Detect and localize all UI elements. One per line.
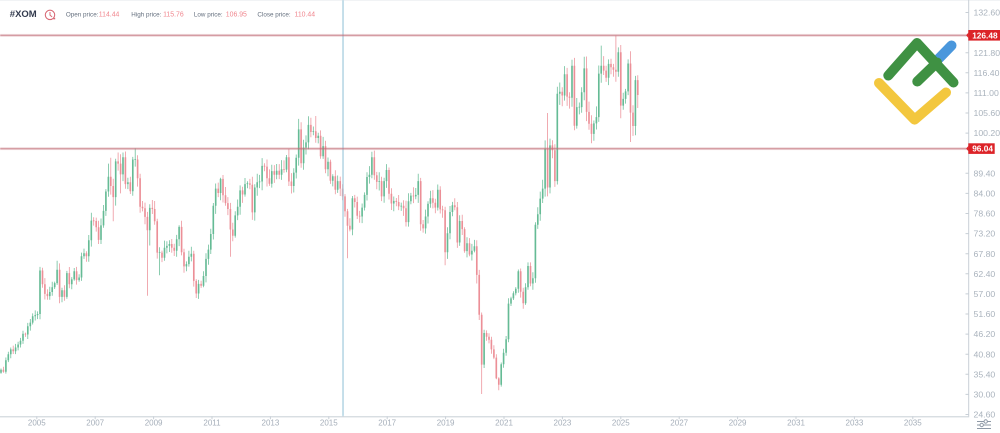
svg-text:96.04: 96.04 [972,144,993,154]
svg-text:2017: 2017 [378,418,396,427]
svg-text:2031: 2031 [787,418,805,427]
svg-text:30.00: 30.00 [974,390,996,400]
svg-text:2033: 2033 [846,418,864,427]
svg-text:62.40: 62.40 [974,269,996,279]
svg-text:2015: 2015 [320,418,338,427]
svg-text:2035: 2035 [904,418,922,427]
svg-text:100.20: 100.20 [974,128,1000,138]
svg-text:40.80: 40.80 [974,349,996,359]
svg-text:121.80: 121.80 [974,48,1000,58]
svg-text:67.80: 67.80 [974,249,996,259]
svg-text:73.20: 73.20 [974,229,996,239]
svg-text:84.00: 84.00 [974,189,996,199]
svg-text:High price:: High price: [131,11,161,18]
svg-text:2007: 2007 [86,418,104,427]
svg-text:#XOM: #XOM [10,9,37,20]
svg-text:110.44: 110.44 [295,11,316,18]
svg-text:Close price:: Close price: [257,11,290,18]
svg-text:2025: 2025 [612,418,630,427]
svg-text:114.44: 114.44 [99,11,120,18]
svg-text:105.60: 105.60 [974,108,1000,118]
svg-text:89.40: 89.40 [974,168,996,178]
svg-text:2027: 2027 [670,418,688,427]
svg-text:57.00: 57.00 [974,289,996,299]
svg-text:Open price:: Open price: [66,11,99,18]
svg-text:115.76: 115.76 [163,11,184,18]
svg-text:2005: 2005 [28,418,46,427]
svg-text:2013: 2013 [262,418,280,427]
svg-text:2011: 2011 [203,418,221,427]
svg-text:116.40: 116.40 [974,68,1000,78]
svg-text:78.60: 78.60 [974,209,996,219]
svg-text:2019: 2019 [437,418,455,427]
svg-text:111.00: 111.00 [974,88,999,98]
svg-text:35.40: 35.40 [974,369,996,379]
svg-text:51.60: 51.60 [974,309,996,319]
svg-text:106.95: 106.95 [226,11,247,18]
svg-text:2009: 2009 [145,418,163,427]
svg-text:2021: 2021 [495,418,513,427]
svg-text:132.60: 132.60 [974,8,1000,18]
svg-text:24.60: 24.60 [974,410,996,420]
svg-text:126.48: 126.48 [972,30,998,40]
svg-text:2029: 2029 [729,418,747,427]
svg-text:46.20: 46.20 [974,329,996,339]
svg-text:2023: 2023 [554,418,572,427]
svg-text:Low price:: Low price: [194,11,223,18]
